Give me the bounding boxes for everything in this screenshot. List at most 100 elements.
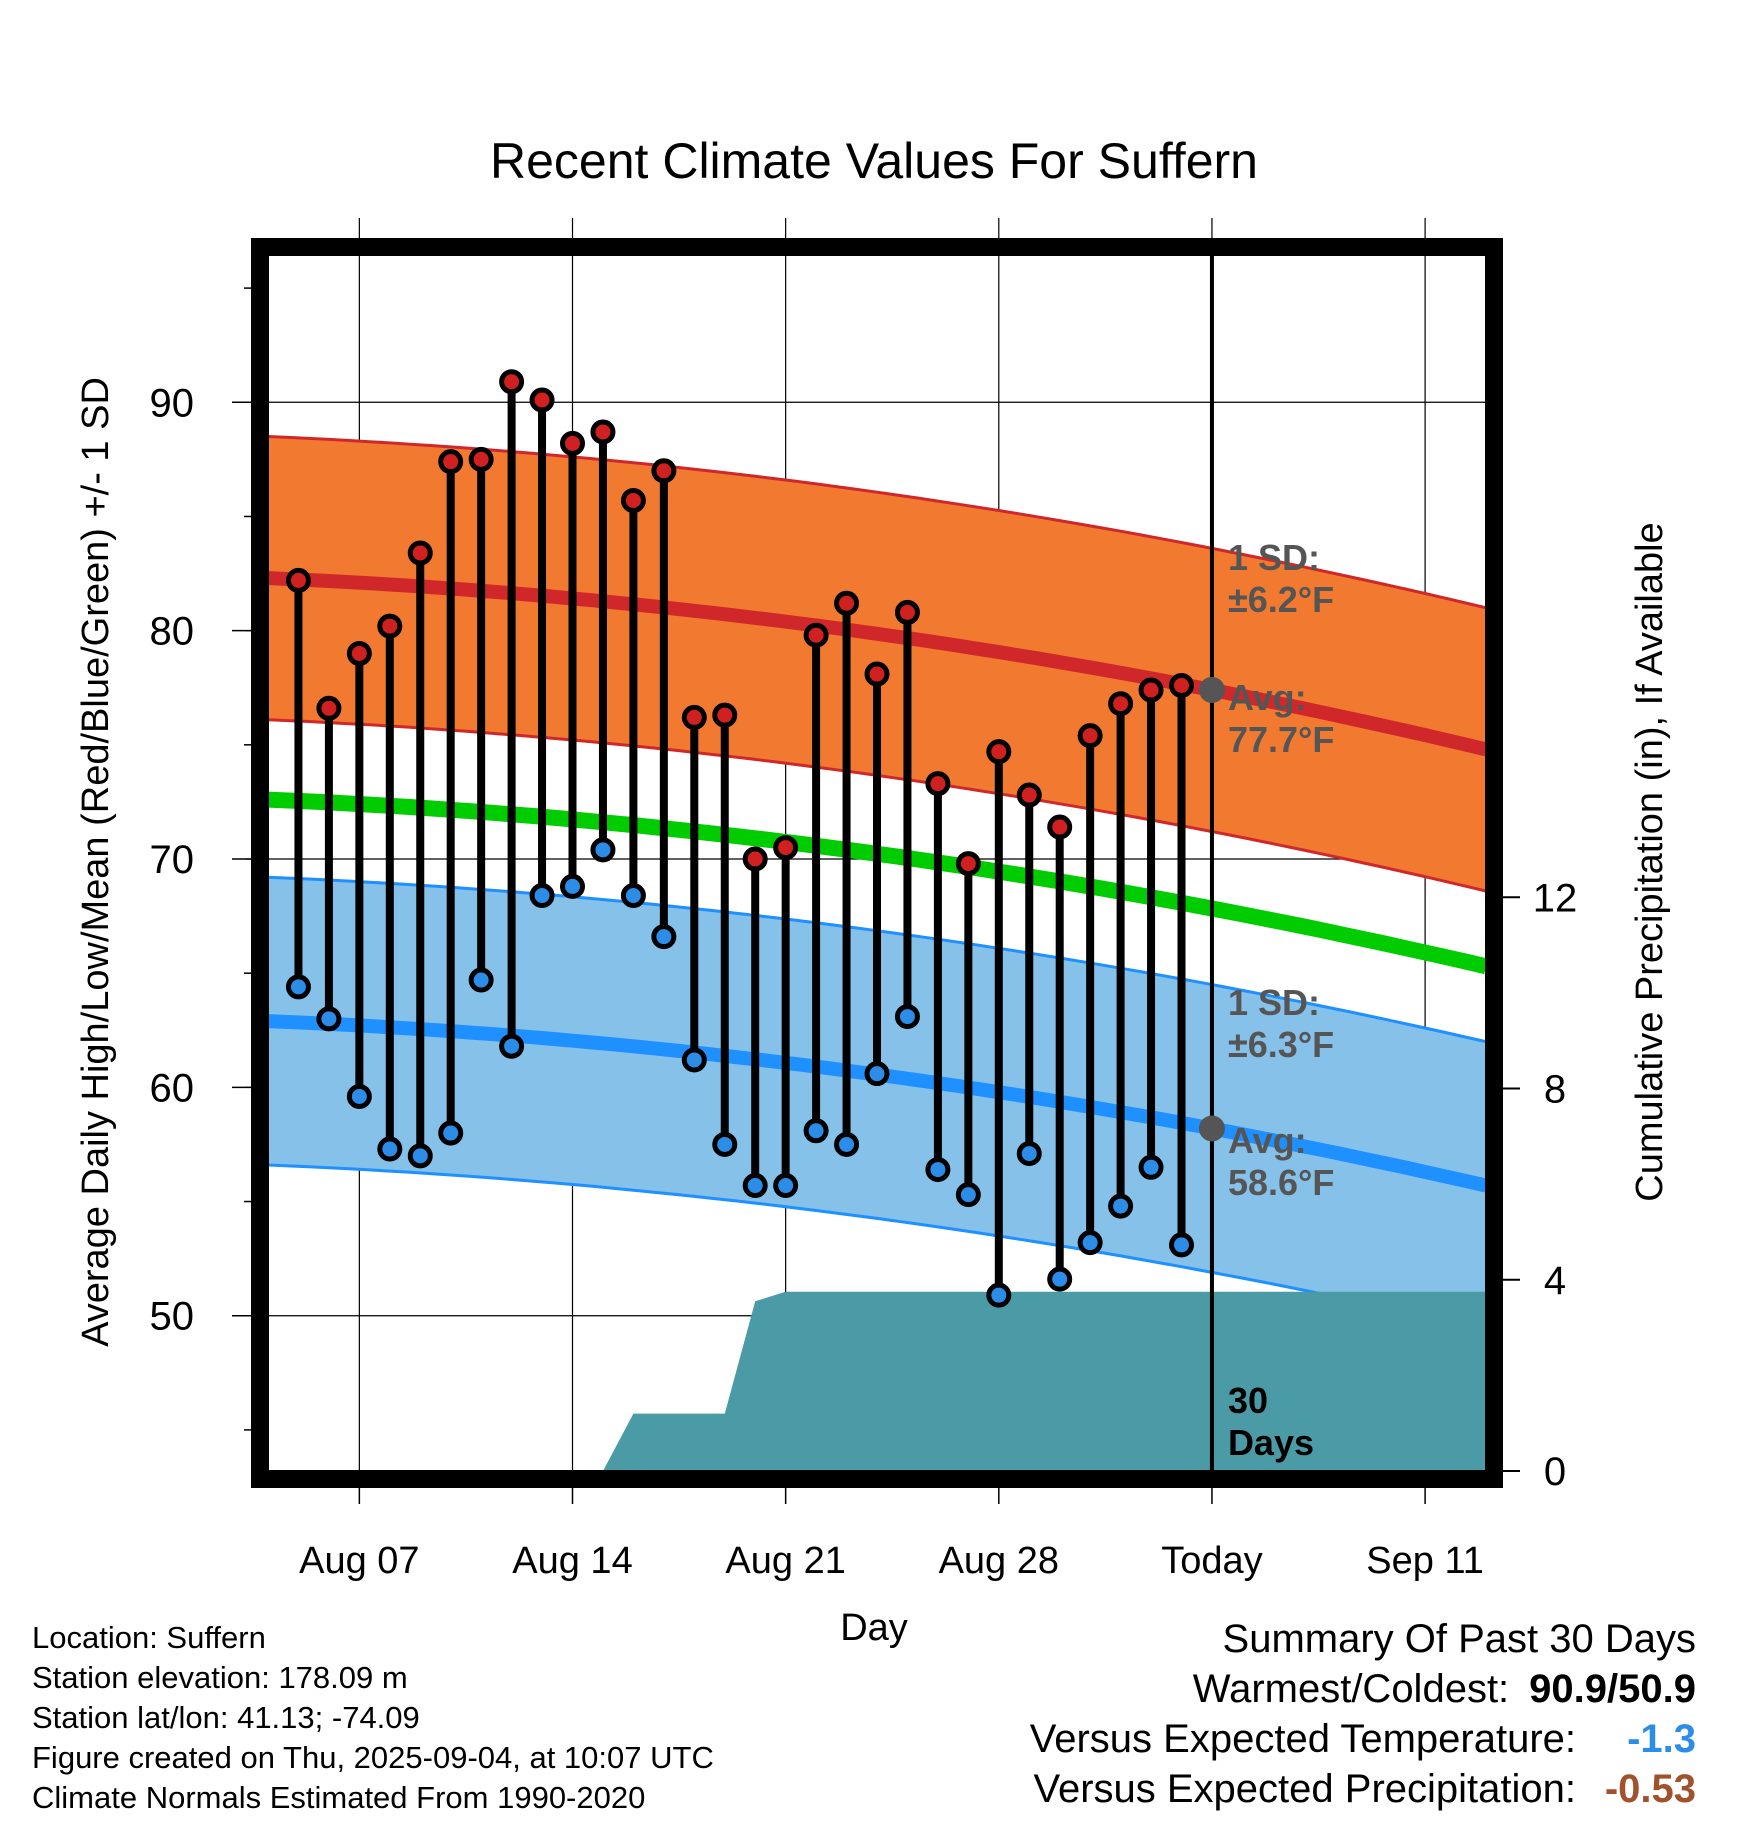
summary-warmest-row: Warmest/Coldest: 90.9/50.9 (1030, 1664, 1696, 1714)
daily-high-point (986, 739, 1012, 765)
daily-high-point (712, 702, 738, 728)
daily-low-point (316, 1006, 342, 1032)
axes: 50 60 70 80 90 0 4 8 12 Aug 07 Aug 14 Aug 21 Aug 28 T… (75, 287, 1671, 1649)
summary-temp-row: Versus Expected Temperature: -1.3 (1030, 1714, 1696, 1764)
summary-precip-row: Versus Expected Precipitation: -0.53 (1030, 1764, 1696, 1814)
precip-value: -0.53 (1604, 1767, 1696, 1811)
daily-low-point (925, 1157, 951, 1183)
precipitation-area (603, 1291, 1486, 1471)
location-text: Location: Suffern (32, 1620, 266, 1655)
daily-high-point (1169, 672, 1194, 698)
daily-high-point (468, 446, 494, 472)
daily-low-point (894, 1004, 920, 1030)
y-right-axis-title: Cumulative Precipitation (in), If Availa… (1629, 522, 1671, 1201)
x-tick-label: Aug 14 (512, 1540, 632, 1582)
warmest-label: Warmest/Coldest: (1192, 1667, 1510, 1711)
daily-low-point (864, 1061, 890, 1087)
daily-low-point (651, 924, 677, 950)
daily-low-point (346, 1083, 372, 1109)
y-right-tick-label: 12 (1533, 876, 1578, 920)
daily-low-point (803, 1118, 829, 1144)
y-right-tick-label: 0 (1544, 1450, 1566, 1494)
today-avg-low-marker (1198, 1115, 1225, 1142)
x-tick-label: Aug 21 (725, 1540, 845, 1582)
station-info: Location: Suffern Station elevation: 178… (32, 1618, 714, 1818)
daily-low-point (1138, 1154, 1164, 1180)
daily-high-point (773, 835, 799, 861)
today-marker (1198, 247, 1225, 1471)
daily-low-point (955, 1182, 981, 1208)
y-right-tick-label: 8 (1544, 1068, 1566, 1112)
high-sd-value: ±6.2°F (1228, 579, 1334, 620)
daily-high-point (925, 771, 951, 797)
avg-high-line (268, 571, 1486, 757)
daily-range-stems (294, 381, 1186, 1296)
high-avg-label: Avg: (1228, 677, 1307, 718)
daily-high-point (620, 487, 646, 513)
temp-value: -1.3 (1627, 1717, 1696, 1761)
daily-high-point (894, 599, 920, 625)
today-avg-high-marker (1198, 676, 1225, 703)
daily-high-point (1016, 782, 1042, 808)
created-text: Figure created on Thu, 2025-09-04, at 10… (32, 1740, 714, 1775)
daily-high-point (285, 567, 311, 593)
high-sd-label: 1 SD: (1228, 537, 1320, 578)
x-tick-label: Today (1161, 1540, 1262, 1582)
daily-high-point (955, 851, 981, 877)
y-left-tick-label: 90 (150, 381, 195, 425)
daily-high-point (560, 430, 585, 456)
daily-high-point (316, 695, 342, 721)
latlon-text: Station lat/lon: 41.13; -74.09 (32, 1700, 420, 1735)
daily-low-point (681, 1047, 707, 1073)
high-avg-value: 77.7°F (1228, 719, 1334, 760)
daily-low-point (773, 1173, 799, 1199)
daily-high-point (1108, 691, 1134, 717)
daily-low-point (468, 967, 494, 993)
elevation-text: Station elevation: 178.09 m (32, 1660, 408, 1695)
daily-high-point (681, 704, 707, 730)
daily-high-point (1077, 723, 1103, 749)
low-sd-label: 1 SD: (1228, 982, 1320, 1023)
precip-label: Versus Expected Precipitation: (1033, 1767, 1576, 1811)
daily-low-point (1169, 1232, 1194, 1258)
y-left-tick-label: 80 (150, 610, 195, 654)
daily-high-point (407, 540, 433, 566)
plot-frame (251, 238, 1503, 1488)
daily-low-point (1047, 1266, 1073, 1292)
low-sd-value: ±6.3°F (1228, 1024, 1334, 1065)
low-sd-lower-edge (268, 1163, 1486, 1331)
summary-panel: Summary Of Past 30 Days Warmest/Coldest:… (1030, 1614, 1696, 1814)
daily-low-point (712, 1131, 738, 1157)
y-right-tick-label: 4 (1544, 1259, 1566, 1303)
x-tick-label: Sep 11 (1366, 1540, 1484, 1582)
daily-low-point (1077, 1230, 1103, 1256)
daily-high-point (529, 387, 555, 413)
daily-low-point (742, 1173, 768, 1199)
temp-label: Versus Expected Temperature: (1029, 1717, 1576, 1761)
daily-low-point (499, 1033, 525, 1059)
daily-low-point (377, 1136, 403, 1162)
daily-low-point (834, 1131, 860, 1157)
days-label-unit: Days (1228, 1422, 1314, 1463)
y-left-axis-title: Average Daily High/Low/Mean (Red/Blue/Gr… (75, 377, 117, 1347)
daily-high-point (803, 622, 829, 648)
days-label-count: 30 (1228, 1380, 1268, 1421)
daily-low-point (438, 1120, 464, 1146)
x-tick-label: Aug 28 (939, 1540, 1059, 1582)
daily-high-point (864, 661, 890, 687)
daily-low-point (1108, 1193, 1134, 1219)
y-left-tick-label: 50 (150, 1295, 195, 1339)
daily-high-point (377, 613, 403, 639)
daily-low-point (407, 1143, 433, 1169)
daily-high-point (438, 449, 464, 475)
precipitation-fill (603, 1291, 1486, 1471)
daily-low-point (529, 883, 555, 909)
x-axis-title: Day (840, 1607, 908, 1649)
daily-high-point (590, 419, 616, 445)
summary-heading: Summary Of Past 30 Days (1222, 1617, 1696, 1661)
daily-high-point (499, 369, 525, 395)
chart-title: Recent Climate Values For Suffern (490, 133, 1258, 189)
daily-high-point (834, 590, 860, 616)
